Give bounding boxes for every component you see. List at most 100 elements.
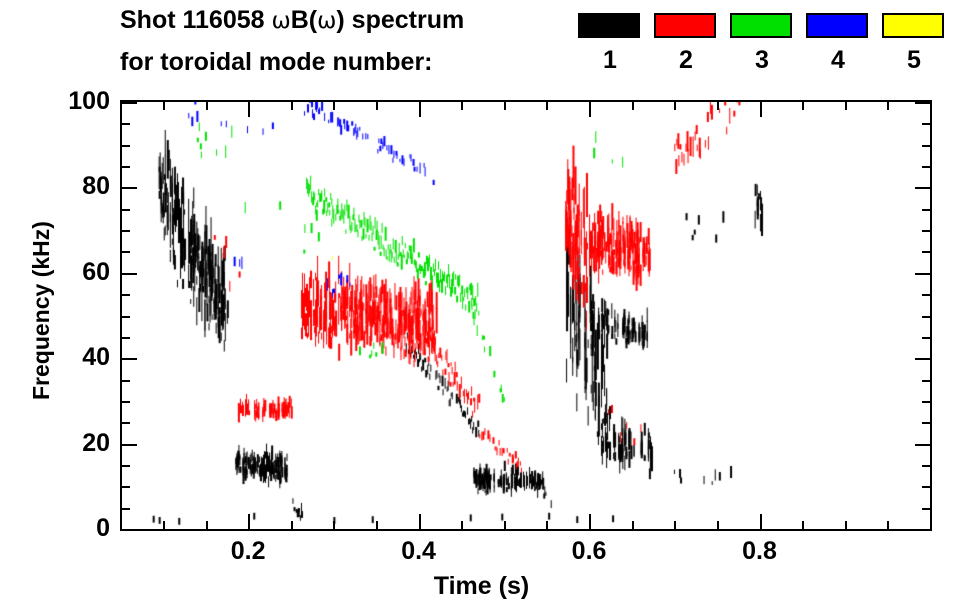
- y-tick-right-60: [915, 273, 930, 275]
- x-tick-top-0.80: [760, 102, 762, 117]
- y-tick-right-10: [922, 486, 930, 488]
- legend-item-3: 3: [730, 13, 794, 73]
- x-tick-bottom-0.20: [248, 514, 250, 529]
- x-axis-label: Time (s): [433, 572, 530, 600]
- omega-symbol-1: ω: [271, 8, 291, 34]
- y-tick-left-25: [122, 422, 130, 424]
- x-tick-bottom-0.80: [760, 514, 762, 529]
- y-tick-left-50: [122, 316, 130, 318]
- x-tick-top-0.75: [717, 102, 719, 110]
- x-tick-bottom-0.15: [206, 521, 208, 529]
- x-tick-top-0.15: [206, 102, 208, 110]
- y-tick-right-95: [922, 123, 930, 125]
- legend-label-1: 1: [603, 46, 617, 74]
- y-tick-right-0: [915, 529, 930, 531]
- legend-label-3: 3: [755, 46, 769, 74]
- y-tick-left-15: [122, 465, 130, 467]
- x-tick-top-0.65: [632, 102, 634, 110]
- y-tick-left-30: [122, 401, 130, 403]
- x-tick-bottom-0.70: [674, 521, 676, 529]
- x-tick-top-0.25: [291, 102, 293, 110]
- x-tick-top-0.85: [802, 102, 804, 110]
- legend-label-5: 5: [907, 46, 921, 74]
- y-tick-left-45: [122, 337, 130, 339]
- x-tick-label-0.4: 0.4: [401, 537, 436, 565]
- legend-swatch-5: [882, 13, 944, 38]
- x-tick-bottom-0.65: [632, 521, 634, 529]
- legend-item-1: 1: [578, 13, 642, 73]
- y-tick-left-5: [122, 508, 130, 510]
- x-tick-top-0.20: [248, 102, 250, 117]
- x-tick-bottom-0.40: [419, 514, 421, 529]
- x-tick-top-0.50: [504, 102, 506, 110]
- y-tick-left-90: [122, 145, 130, 147]
- x-tick-bottom-0.25: [291, 521, 293, 529]
- y-tick-left-65: [122, 251, 130, 253]
- x-tick-top-0.70: [674, 102, 676, 110]
- y-tick-left-10: [122, 486, 130, 488]
- figure-title-line-1: Shot 116058 ωB(ω) spectrum: [120, 6, 464, 35]
- x-tick-top-0.55: [546, 102, 548, 110]
- x-tick-top-0.60: [589, 102, 591, 117]
- x-tick-top-0.30: [333, 102, 335, 110]
- x-tick-top-0.35: [376, 102, 378, 110]
- y-tick-right-100: [915, 102, 930, 104]
- title-shot-text: Shot 116058: [120, 6, 272, 34]
- y-tick-left-80: [122, 187, 137, 189]
- y-tick-left-40: [122, 358, 137, 360]
- y-tick-right-45: [922, 337, 930, 339]
- y-tick-left-75: [122, 209, 130, 211]
- y-axis-label: Frequency (kHz): [28, 221, 54, 400]
- x-tick-bottom-0.50: [504, 521, 506, 529]
- y-tick-right-40: [915, 358, 930, 360]
- legend-swatch-2: [654, 13, 716, 38]
- y-tick-label-80: 80: [82, 172, 110, 201]
- y-tick-left-70: [122, 230, 130, 232]
- x-tick-top-0.45: [461, 102, 463, 110]
- y-tick-right-90: [922, 145, 930, 147]
- x-tick-bottom-1.00: [930, 521, 932, 529]
- legend-swatch-3: [730, 13, 792, 38]
- y-tick-label-0: 0: [96, 514, 110, 542]
- y-tick-right-80: [915, 187, 930, 189]
- y-tick-left-35: [122, 380, 130, 382]
- x-tick-bottom-0.10: [163, 521, 165, 529]
- x-tick-top-0.95: [887, 102, 889, 110]
- legend-label-2: 2: [679, 46, 693, 74]
- y-tick-left-85: [122, 166, 130, 168]
- x-tick-bottom-0.45: [461, 521, 463, 529]
- y-tick-label-40: 40: [82, 343, 110, 372]
- legend-swatch-4: [806, 13, 868, 38]
- title-b-text: B(: [290, 6, 318, 34]
- x-tick-top-0.10: [163, 102, 165, 110]
- x-tick-top-0.90: [845, 102, 847, 110]
- x-tick-top-0.40: [419, 102, 421, 117]
- x-tick-bottom-0.55: [546, 521, 548, 529]
- omega-symbol-2: ω: [317, 8, 337, 34]
- x-tick-bottom-0.75: [717, 521, 719, 529]
- x-tick-label-0.6: 0.6: [571, 537, 607, 565]
- legend-label-4: 4: [831, 46, 845, 74]
- y-tick-left-55: [122, 294, 130, 296]
- y-tick-right-25: [922, 422, 930, 424]
- figure-title-line-2: for toroidal mode number:: [120, 48, 433, 76]
- x-tick-label-0.8: 0.8: [742, 537, 777, 565]
- y-tick-left-0: [122, 529, 137, 531]
- y-tick-right-35: [922, 380, 930, 382]
- x-tick-top-1.00: [930, 102, 932, 110]
- x-tick-label-0.2: 0.2: [230, 537, 266, 565]
- x-tick-bottom-0.60: [589, 514, 591, 529]
- y-tick-right-55: [922, 294, 930, 296]
- x-tick-bottom-0.95: [887, 521, 889, 529]
- y-tick-right-85: [922, 166, 930, 168]
- y-tick-left-95: [122, 123, 130, 125]
- y-tick-right-15: [922, 465, 930, 467]
- y-tick-label-100: 100: [68, 87, 110, 115]
- title-spectrum-text: ) spectrum: [336, 6, 465, 34]
- y-tick-right-65: [922, 251, 930, 253]
- y-tick-left-60: [122, 273, 137, 275]
- y-tick-label-20: 20: [82, 428, 110, 457]
- y-tick-right-20: [915, 444, 930, 446]
- y-tick-right-5: [922, 508, 930, 510]
- y-tick-left-20: [122, 444, 137, 446]
